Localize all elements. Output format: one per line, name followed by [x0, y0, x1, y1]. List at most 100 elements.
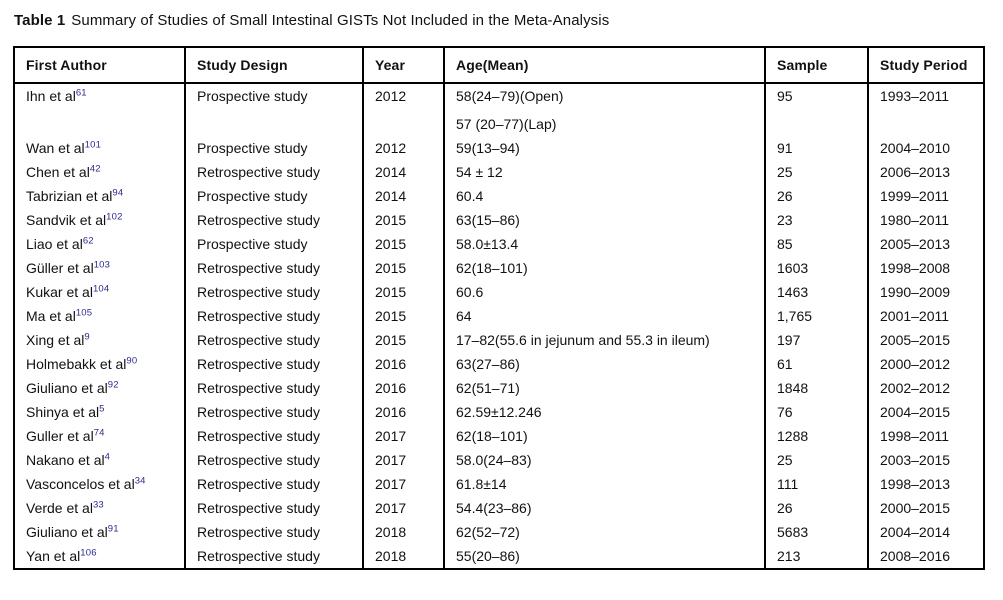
age-mean-cell: 61.8±14 — [443, 472, 766, 496]
first-author-text: Tabrizian et al — [26, 188, 113, 204]
year-cell: 2015 — [362, 280, 445, 304]
study-period-cell: 1998–2011 — [867, 424, 985, 448]
study-period-cell: 2004–2014 — [867, 520, 985, 544]
sample-cell: 1,765 — [764, 304, 869, 328]
age-line: 63(15–86) — [456, 212, 520, 228]
age-line: 58.0(24–83) — [456, 452, 532, 468]
first-author-text: Shinya et al — [26, 404, 100, 420]
study-design-cell: Retrospective study — [184, 448, 364, 472]
study-design-cell: Retrospective study — [184, 256, 364, 280]
sample-cell: 25 — [764, 160, 869, 184]
table-row: Güller et al103 Retrospective study 2015 62… — [13, 256, 985, 280]
age-mean-cell: 54.4(23–86) — [443, 496, 766, 520]
age-line: 62(52–72) — [456, 524, 520, 540]
study-period-cell: 2004–2015 — [867, 400, 985, 424]
study-period-cell: 2005–2015 — [867, 328, 985, 352]
first-author-cell: Xing et al9 — [13, 328, 186, 352]
study-design-cell: Retrospective study — [184, 376, 364, 400]
study-period-cell: 1998–2008 — [867, 256, 985, 280]
study-period-cell: 2000–2015 — [867, 496, 985, 520]
year-cell: 2018 — [362, 544, 445, 569]
year-cell: 2014 — [362, 184, 445, 208]
sample-cell: 26 — [764, 496, 869, 520]
year-cell: 2017 — [362, 448, 445, 472]
first-author-cell: Yan et al106 — [13, 544, 186, 569]
reference-superscript: 94 — [112, 187, 124, 199]
sample-cell: 25 — [764, 448, 869, 472]
sample-cell: 111 — [764, 472, 869, 496]
year-cell: 2015 — [362, 256, 445, 280]
age-line: 59(13–94) — [456, 140, 520, 156]
sample-cell: 1288 — [764, 424, 869, 448]
sample-cell: 76 — [764, 400, 869, 424]
col-header-age-mean: Age(Mean) — [443, 46, 766, 84]
reference-superscript: 103 — [93, 259, 111, 271]
study-design-cell: Retrospective study — [184, 280, 364, 304]
sample-cell: 26 — [764, 184, 869, 208]
sample-cell: 85 — [764, 232, 869, 256]
study-design-cell: Prospective study — [184, 136, 364, 160]
study-design-cell: Retrospective study — [184, 400, 364, 424]
age-line: 62.59±12.246 — [456, 404, 542, 420]
first-author-text: Verde et al — [26, 500, 93, 516]
age-line: 54.4(23–86) — [456, 500, 532, 516]
study-design-cell: Prospective study — [184, 83, 364, 136]
study-design-cell: Retrospective study — [184, 520, 364, 544]
first-author-text: Guller et al — [26, 428, 94, 444]
age-mean-cell: 62(52–72) — [443, 520, 766, 544]
year-cell: 2014 — [362, 160, 445, 184]
age-mean-cell: 63(27–86) — [443, 352, 766, 376]
first-author-text: Ihn et al — [26, 88, 76, 104]
first-author-cell: Liao et al62 — [13, 232, 186, 256]
table-row: Tabrizian et al94 Prospective study 2014 60… — [13, 184, 985, 208]
age-mean-cell: 58.0±13.4 — [443, 232, 766, 256]
age-line: 54 ± 12 — [456, 164, 503, 180]
reference-superscript: 9 — [84, 331, 90, 343]
study-period-cell: 2002–2012 — [867, 376, 985, 400]
table-row: Giuliano et al91 Retrospective study 2018 6… — [13, 520, 985, 544]
col-header-year: Year — [362, 46, 445, 84]
table-row: Yan et al106 Retrospective study 2018 55(20… — [13, 544, 985, 569]
first-author-text: Ma et al — [26, 308, 76, 324]
col-header-sample: Sample — [764, 46, 869, 84]
age-mean-cell: 62(18–101) — [443, 256, 766, 280]
first-author-cell: Giuliano et al92 — [13, 376, 186, 400]
age-mean-cell: 60.6 — [443, 280, 766, 304]
year-cell: 2017 — [362, 496, 445, 520]
age-mean-cell: 17–82(55.6 in jejunum and 55.3 in ileum) — [443, 328, 766, 352]
first-author-text: Vasconcelos et al — [26, 476, 135, 492]
age-line: 62(18–101) — [456, 428, 528, 444]
reference-superscript: 105 — [75, 307, 93, 319]
sample-cell: 197 — [764, 328, 869, 352]
reference-superscript: 91 — [107, 523, 119, 535]
col-header-study-period: Study Period — [867, 46, 985, 84]
study-design-cell: Retrospective study — [184, 352, 364, 376]
study-period-cell: 2008–2016 — [867, 544, 985, 569]
table-row: Ma et al105 Retrospective study 2015 64 1,76… — [13, 304, 985, 328]
reference-superscript: 33 — [92, 499, 104, 511]
first-author-cell: Chen et al42 — [13, 160, 186, 184]
reference-superscript: 74 — [93, 427, 105, 439]
first-author-text: Xing et al — [26, 332, 85, 348]
age-line: 62(51–71) — [456, 380, 520, 396]
year-cell: 2012 — [362, 83, 445, 136]
sample-cell: 5683 — [764, 520, 869, 544]
table-row: Kukar et al104 Retrospective study 2015 60.… — [13, 280, 985, 304]
study-period-cell: 2000–2012 — [867, 352, 985, 376]
first-author-cell: Shinya et al5 — [13, 400, 186, 424]
table-row: Wan et al101 Prospective study 2012 59(13–9… — [13, 136, 985, 160]
sample-cell: 61 — [764, 352, 869, 376]
first-author-cell: Giuliano et al91 — [13, 520, 186, 544]
first-author-cell: Holmebakk et al90 — [13, 352, 186, 376]
reference-superscript: 62 — [82, 235, 94, 247]
year-cell: 2015 — [362, 304, 445, 328]
year-cell: 2016 — [362, 376, 445, 400]
age-mean-cell: 55(20–86) — [443, 544, 766, 569]
first-author-text: Liao et al — [26, 236, 83, 252]
reference-superscript: 90 — [126, 355, 138, 367]
reference-superscript: 5 — [99, 403, 105, 415]
year-cell: 2012 — [362, 136, 445, 160]
year-cell: 2018 — [362, 520, 445, 544]
first-author-cell: Sandvik et al102 — [13, 208, 186, 232]
